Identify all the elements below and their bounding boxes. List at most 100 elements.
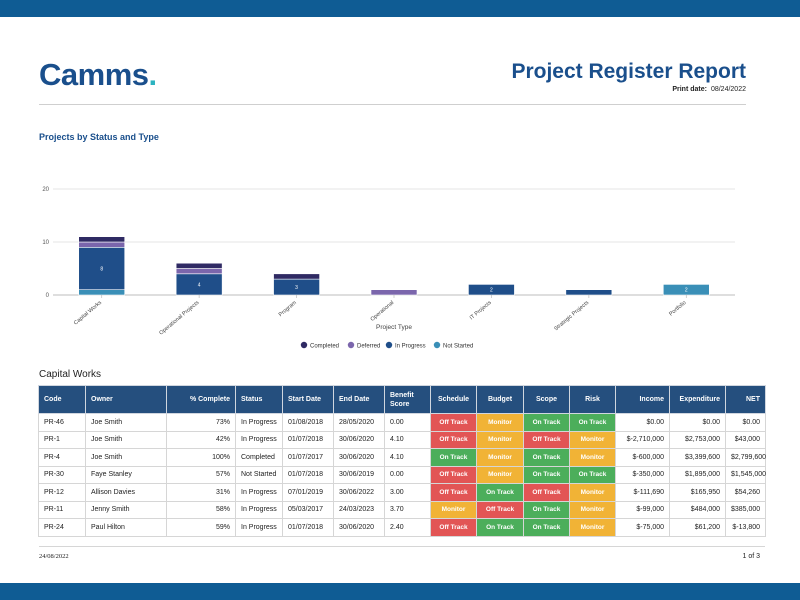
table-cell: PR-1 xyxy=(38,430,86,449)
column-header: Benefit Score xyxy=(384,385,431,414)
table-cell: In Progress xyxy=(235,483,283,502)
data-label: 2 xyxy=(490,288,493,294)
footer-date: 24/08/2022 xyxy=(39,553,69,560)
table-body: PR-46 Joe Smith 73% In Progress 01/08/2018 28… xyxy=(38,413,766,537)
table-cell: Faye Stanley xyxy=(85,465,167,484)
column-header: Income xyxy=(615,385,670,414)
table-row: PR-11 Jenny Smith 58% In Progress 05/03/2017… xyxy=(38,500,766,519)
legend-swatch xyxy=(385,341,393,349)
legend-label: Not Started xyxy=(443,344,473,350)
project-table: Code Owner% Complete Status Start Date End D… xyxy=(38,385,766,537)
column-header: Code xyxy=(38,385,86,414)
column-header: Owner xyxy=(85,385,167,414)
legend-swatch xyxy=(300,341,308,349)
report-page: Camms. Project Register Report Print dat… xyxy=(0,17,800,583)
table-cell: In Progress xyxy=(235,500,283,519)
table-cell: In Progress xyxy=(235,518,283,537)
table-cell: $-350,000 xyxy=(615,465,670,484)
table-cell: $385,000 xyxy=(725,500,766,519)
table-cell: $54,260 xyxy=(725,483,766,502)
table-cell: $0.00 xyxy=(725,413,766,432)
table-cell: $484,000 xyxy=(669,500,726,519)
table-cell: 31% xyxy=(166,483,236,502)
status-pill: On Track xyxy=(523,465,570,484)
table-row: PR-4 Joe Smith 100% Completed 01/07/2017 30/0… xyxy=(38,448,766,467)
table-cell: 42% xyxy=(166,430,236,449)
table-cell: 0.00 xyxy=(384,465,431,484)
bar-segment xyxy=(78,289,126,296)
status-pill: Monitor xyxy=(569,500,616,519)
report-title: Project Register Report xyxy=(511,60,746,83)
table-cell: $0.00 xyxy=(615,413,670,432)
x-tick-label: Program xyxy=(278,300,298,318)
table-cell: 30/06/2020 xyxy=(333,448,385,467)
table-cell: PR-12 xyxy=(38,483,86,502)
column-header: NET xyxy=(725,385,766,414)
table-cell: 01/07/2018 xyxy=(282,430,334,449)
table-cell: $-111,690 xyxy=(615,483,670,502)
x-tick-label: Operational Projects xyxy=(158,300,200,337)
legend-label: Completed xyxy=(310,344,339,350)
status-pill: Off Track xyxy=(523,430,570,449)
bar-segment xyxy=(273,273,320,280)
status-pill: Monitor xyxy=(569,483,616,502)
section-title: Capital Works xyxy=(39,369,102,380)
column-header: Budget xyxy=(476,385,524,414)
table-cell: 28/05/2020 xyxy=(333,413,385,432)
table-cell: PR-11 xyxy=(38,500,86,519)
x-tick-label: Operational xyxy=(370,300,396,323)
status-type-chart: 0 10 20 8 Capital Works 4 Operational Projects… xyxy=(42,187,735,350)
column-header: Schedule xyxy=(430,385,477,414)
table-cell: In Progress xyxy=(235,413,283,432)
x-tick-label: Portfolio xyxy=(668,300,687,318)
x-axis-label: Project Type xyxy=(376,324,412,331)
table-cell: 01/07/2018 xyxy=(282,518,334,537)
table-cell: 30/06/2020 xyxy=(333,518,385,537)
x-tick-label: IT Projects xyxy=(469,300,493,322)
table-cell: 58% xyxy=(166,500,236,519)
table-cell: 100% xyxy=(166,448,236,467)
top-band xyxy=(0,0,800,17)
table-row: PR-12 Allison Davies 31% In Progress 07/01/2… xyxy=(38,483,766,502)
status-pill: On Track xyxy=(430,448,477,467)
table-cell: $-75,000 xyxy=(615,518,670,537)
table-cell: 01/07/2017 xyxy=(282,448,334,467)
table-cell: 30/06/2020 xyxy=(333,430,385,449)
print-date-label: Print date: xyxy=(672,86,707,93)
bar-segment xyxy=(78,241,126,248)
table-cell: 4.10 xyxy=(384,448,431,467)
data-label: 2 xyxy=(685,288,688,294)
status-pill: On Track xyxy=(569,465,616,484)
status-pill: Off Track xyxy=(430,413,477,432)
status-pill: Monitor xyxy=(476,465,524,484)
table-cell: Completed xyxy=(235,448,283,467)
print-date-line: Print date: 08/24/2022 xyxy=(672,86,746,93)
table-cell: $0.00 xyxy=(669,413,726,432)
legend-swatch xyxy=(433,341,441,349)
table-cell: PR-4 xyxy=(38,448,86,467)
status-pill: Monitor xyxy=(476,413,524,432)
table-cell: $-600,000 xyxy=(615,448,670,467)
table-cell: PR-24 xyxy=(38,518,86,537)
table-cell: 57% xyxy=(166,465,236,484)
status-pill: Monitor xyxy=(430,500,477,519)
x-tick-label: Strategic Projects xyxy=(553,300,590,332)
status-pill: On Track xyxy=(523,500,570,519)
column-header: Risk xyxy=(569,385,616,414)
table-cell: 30/06/2019 xyxy=(333,465,385,484)
bar-segment xyxy=(370,289,418,296)
table-cell: Not Started xyxy=(235,465,283,484)
table-row: PR-1 Joe Smith 42% In Progress 01/07/2018 30/… xyxy=(38,430,766,449)
status-pill: Off Track xyxy=(523,483,570,502)
table-cell: Jenny Smith xyxy=(85,500,167,519)
status-pill: On Track xyxy=(523,413,570,432)
status-pill: On Track xyxy=(476,483,524,502)
y-tick-label: 20 xyxy=(42,187,49,193)
table-cell: Paul Hilton xyxy=(85,518,167,537)
status-pill: Off Track xyxy=(430,518,477,537)
table-row: PR-46 Joe Smith 73% In Progress 01/08/2018 28… xyxy=(38,413,766,432)
print-date-value: 08/24/2022 xyxy=(710,86,746,93)
table-cell: $1,545,000 xyxy=(725,465,766,484)
column-header: % Complete xyxy=(166,385,236,414)
table-cell: $-2,710,000 xyxy=(615,430,670,449)
